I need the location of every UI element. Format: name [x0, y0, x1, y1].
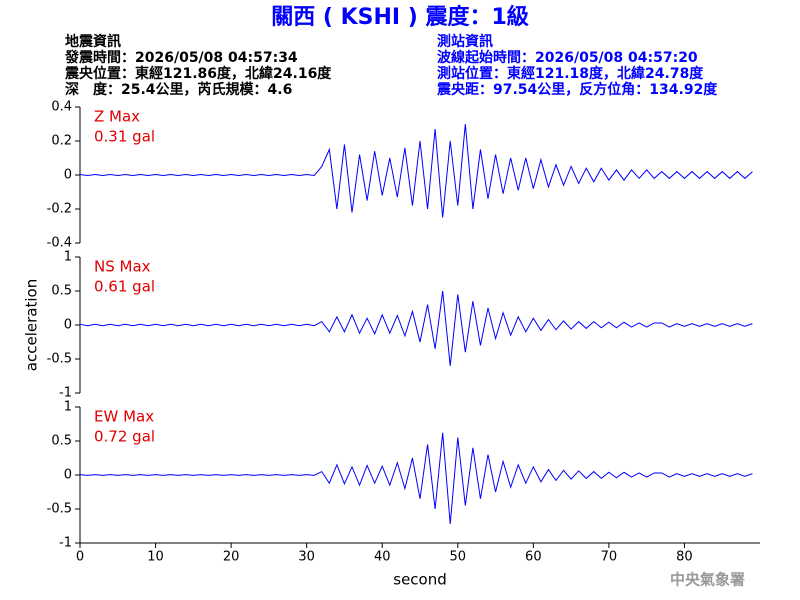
- y-tick-label: -0.2: [47, 202, 72, 217]
- series-label: NS Max: [94, 258, 151, 276]
- x-tick-label: 50: [450, 550, 467, 565]
- waveform: [79, 123, 753, 218]
- x-tick-label: 70: [601, 550, 618, 565]
- x-tick-label: 0: [76, 550, 84, 565]
- y-axis-label: acceleration: [23, 279, 41, 371]
- y-tick-label: -0.4: [47, 236, 72, 251]
- header: 地震資訊 發震時間：2026/05/08 04:57:34 震央位置：東經121…: [64, 33, 718, 98]
- waveform: [79, 432, 753, 525]
- header-left: 深 度：25.4公里，芮氏規模：4.6: [65, 81, 292, 98]
- y-tick-label: 0.4: [51, 100, 72, 115]
- x-tick-label: 10: [147, 550, 164, 565]
- y-tick-label: -1: [59, 386, 72, 401]
- title: 關西 ( KSHI ) 震度：1級: [271, 4, 529, 30]
- header-left: 地震資訊: [65, 33, 121, 50]
- x-axis-label: second: [393, 571, 447, 589]
- waveform: [79, 290, 753, 366]
- header-right: 震央距：97.54公里，反方位角：134.92度: [436, 81, 718, 98]
- x-tick-label: 60: [525, 550, 542, 565]
- peak-annotation: 0.31 gal: [94, 128, 155, 146]
- peak-annotation: 0.61 gal: [94, 278, 155, 296]
- header-right: 測站位置：東經121.18度，北緯24.78度: [437, 65, 704, 82]
- series-label: EW Max: [94, 408, 154, 426]
- y-tick-label: 0: [64, 168, 72, 183]
- header-right: 測站資訊: [437, 33, 493, 50]
- y-tick-label: 0.5: [51, 284, 72, 299]
- y-tick-label: -0.5: [47, 502, 72, 517]
- y-tick-label: -0.5: [47, 352, 72, 367]
- x-tick-label: 40: [374, 550, 391, 565]
- y-tick-label: -1: [59, 536, 72, 551]
- y-tick-label: 0.2: [51, 134, 72, 149]
- series-label: Z Max: [94, 108, 140, 126]
- y-tick-label: 0.5: [51, 434, 72, 449]
- y-tick-label: 0: [64, 318, 72, 333]
- x-tick-label: 20: [223, 550, 240, 565]
- footer: 中央氣象署: [670, 571, 745, 589]
- y-tick-label: 0: [64, 468, 72, 483]
- header-left: 發震時間：2026/05/08 04:57:34: [64, 49, 298, 66]
- header-left: 震央位置：東經121.86度，北緯24.16度: [64, 65, 332, 82]
- y-tick-label: 1: [64, 250, 72, 265]
- x-tick-label: 80: [676, 550, 693, 565]
- peak-annotation: 0.72 gal: [94, 428, 155, 446]
- x-tick-label: 30: [298, 550, 315, 565]
- y-tick-label: 1: [64, 400, 72, 415]
- header-right: 波線起始時間：2026/05/08 04:57:20: [437, 49, 698, 66]
